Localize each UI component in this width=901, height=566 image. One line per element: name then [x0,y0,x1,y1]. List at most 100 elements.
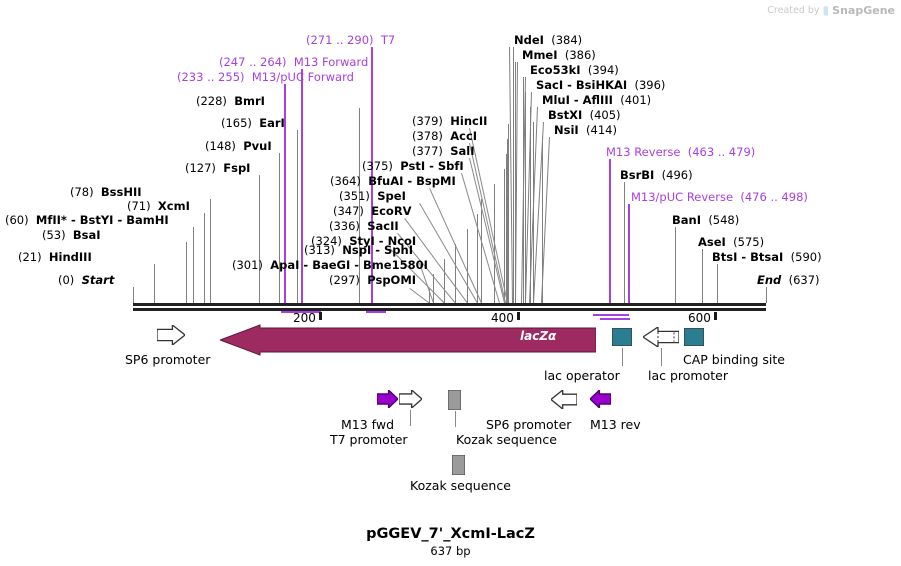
enzyme-position: (78) [70,185,94,199]
feature-shape-icon [641,325,680,349]
axis-tick-label: 400 [491,311,514,325]
enzyme-name: SacI - BsiHKAI [536,78,628,92]
enzyme-label-ndei: NdeI (384) [514,33,582,47]
enzyme-name: SacII [367,219,399,233]
enzyme-label-sali: (377) SalI [412,145,475,158]
enzyme-name: Start [81,273,115,287]
feature-caption-kozak-1: Kozak sequence [456,432,557,447]
enzyme-label-apai: (301) ApaI - BaeGI - Bme1580I [232,258,428,272]
enzyme-tick-line [259,175,260,303]
feature-inline-label: lacZα [520,329,557,343]
enzyme-position: (53) [42,228,66,242]
enzyme-tick-line [467,229,468,303]
primer-stem [609,159,611,303]
enzyme-label-bsshii: (78) BssHII [70,185,142,199]
enzyme-tick-line [702,249,703,303]
enzyme-label-pvui: (148) PvuI [205,139,272,153]
enzyme-tick-line [525,92,526,303]
feature-sp6-promoter[interactable] [549,388,578,411]
feature-leader-line [622,348,623,366]
feature-t7-promoter[interactable] [398,388,423,410]
feature-caption-sp6-promoter: SP6 promoter [486,417,572,432]
enzyme-position: (21) [18,250,42,264]
enzyme-tick-line [530,107,531,303]
enzyme-name: BanI [672,213,701,227]
primer-label-m13-puc-reverse: M13/pUC Reverse (476 .. 498) [631,190,808,204]
enzyme-position: (336) [329,219,360,233]
primer-stem [301,69,303,303]
feature-caption-lac-operator: lac operator [544,368,620,383]
enzyme-position: (637) [788,273,820,287]
enzyme-name: MluI - AflIII [542,93,613,107]
enzyme-label-xcmi: (71) XcmI [127,200,190,213]
primer-bracket [366,311,386,313]
enzyme-label-hindiii: (21) HindIII [18,250,92,264]
enzyme-name: BmrI [234,94,265,108]
enzyme-name: HindIII [48,250,92,264]
enzyme-tick-line [542,137,543,303]
enzyme-position: (127) [185,161,216,175]
enzyme-name: BsaI [72,228,101,242]
enzyme-tick-line [204,213,205,303]
feature-leader-line [455,411,456,427]
feature-shape-icon [589,388,612,410]
primer-range: (271 .. 290) [306,33,374,47]
feature-kozak-1[interactable] [447,389,462,411]
enzyme-position: (405) [589,108,621,122]
enzyme-position: (396) [634,78,666,92]
enzyme-name: BfuAI - BspMI [368,174,456,188]
enzyme-position: (228) [196,94,227,108]
primer-bracket [299,311,321,313]
feature-lac-promoter[interactable] [641,325,680,349]
primer-bracket [281,311,307,313]
feature-m13-fwd[interactable] [376,388,399,410]
enzyme-name: Eco53kI [530,63,581,77]
feature-kozak-2[interactable] [451,454,466,476]
enzyme-label-asei: AseI (575) [698,236,764,249]
feature-caption-t7-promoter: T7 promoter [330,432,408,447]
enzyme-label-sacii: (336) SacII [329,219,399,233]
feature-leader-line [410,410,411,426]
feature-m13-rev[interactable] [589,388,612,410]
primer-range: (476 .. 498) [740,190,808,204]
enzyme-label-hincii: (379) HincII [412,114,487,128]
enzyme-label-pspomi: (297) PspOMI [329,274,416,287]
enzyme-position: (375) [362,159,393,173]
feature-lacz[interactable] [218,324,597,356]
enzyme-position: (379) [412,114,443,128]
ruler-bar-upper [133,303,766,306]
feature-caption-m13-rev: M13 rev [590,417,641,432]
enzyme-tick-line [624,182,625,303]
enzyme-label-bstxi: BstXI (405) [548,108,621,122]
primer-bracket [600,318,630,320]
feature-leader-line [661,348,662,366]
feature-caption-sp6-promoter-left: SP6 promoter [125,352,211,367]
enzyme-name: NdeI [514,33,544,47]
enzyme-name: AccI [450,129,478,143]
enzyme-name: BstXI [548,108,583,122]
feature-shape-icon [156,323,187,347]
enzyme-tick-line [279,153,280,303]
enzyme-label-nsii: NsiI (414) [554,124,617,137]
axis-tick-mark [517,312,520,320]
enzyme-name: EarI [259,116,285,130]
feature-shape-icon [549,388,578,411]
enzyme-position: (301) [232,258,263,272]
enzyme-position: (0) [58,273,75,287]
enzyme-label-end: End (637) [757,273,820,287]
enzyme-position: (386) [564,48,596,62]
feature-sp6-promoter-left[interactable] [156,323,187,347]
enzyme-tick-line [508,124,509,303]
primer-range: (463 .. 479) [687,145,756,159]
enzyme-label-eco53ki: Eco53kI (394) [530,63,619,77]
enzyme-tick-line [193,227,194,303]
enzyme-tick-line [506,154,507,303]
enzyme-position: (60) [5,213,29,227]
enzyme-position: (148) [205,139,236,153]
enzyme-label-mmei: MmeI (386) [522,48,596,62]
enzyme-tick-line [359,108,360,303]
enzyme-label-saci: SacI - BsiHKAI (396) [536,78,666,92]
primer-range: (233 .. 255) [177,70,245,84]
